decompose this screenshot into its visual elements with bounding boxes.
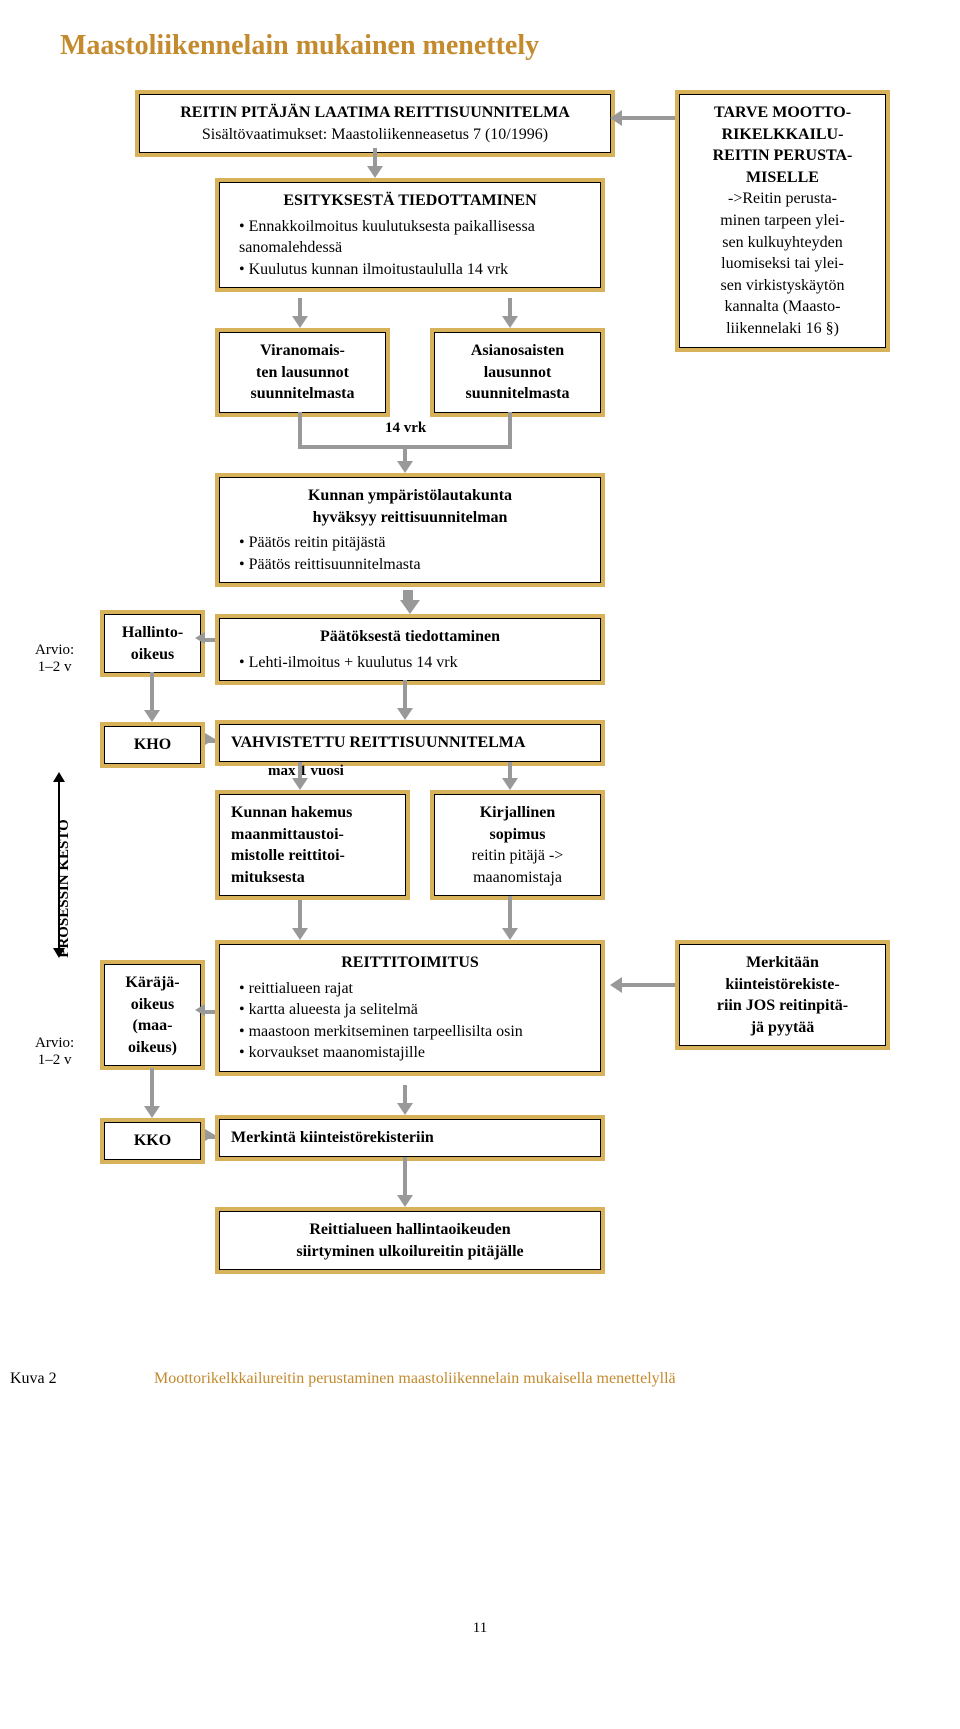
arrow-head <box>292 778 308 790</box>
arrow <box>373 148 377 168</box>
box-kunnan-ymparisto: Kunnan ympäristölautakunta hyväksyy reit… <box>215 473 605 587</box>
arrow-head <box>292 316 308 328</box>
arrow-head <box>397 708 413 720</box>
box-kunnan-hakemus: Kunnan hakemus maanmittaustoi- mistolle … <box>215 790 410 900</box>
box-kho: KHO <box>100 722 205 768</box>
arrow-head <box>205 1129 215 1141</box>
box-kko: KKO <box>100 1118 205 1164</box>
arrow <box>298 298 302 318</box>
arrow-head <box>400 600 420 614</box>
box-paatoksesta: Päätöksestä tiedottaminen Lehti-ilmoitus… <box>215 614 605 685</box>
arrow <box>150 672 154 712</box>
arrow <box>298 412 302 447</box>
black-arrow-line <box>58 780 60 950</box>
arrow-head <box>144 710 160 722</box>
box-vahvistettu: VAHVISTETTU REITTISUUNNITELMA <box>215 720 605 766</box>
box-tarve: TARVE MOOTTO- RIKELKKAILU- REITIN PERUST… <box>675 90 890 352</box>
b1-line2: Sisältövaatimukset: Maastoliikenneasetus… <box>202 126 548 143</box>
page-number: 11 <box>40 1620 920 1637</box>
b1-header: REITIN PITÄJÄN LAATIMA REITTISUUNNITELMA <box>180 104 570 121</box>
arrow <box>620 116 675 120</box>
flowchart-diagram: REITIN PITÄJÄN LAATIMA REITTISUUNNITELMA… <box>40 90 920 1620</box>
box-asianosaisten: Asianosaisten lausunnot suunnitelmasta <box>430 328 605 417</box>
arrow-head <box>502 316 518 328</box>
box-kirjallinen-sopimus: Kirjallinen sopimus reitin pitäjä -> maa… <box>430 790 605 900</box>
arrow-head <box>610 977 622 993</box>
arrow-head <box>397 461 413 473</box>
label-14vrk: 14 vrk <box>385 420 426 437</box>
arrow-head <box>367 166 383 178</box>
arrow <box>403 680 407 710</box>
arrow <box>508 412 512 447</box>
arrow-head <box>144 1106 160 1118</box>
label-arvio-2: Arvio: 1–2 v <box>35 1035 74 1069</box>
arrow-head <box>502 778 518 790</box>
arrow-head <box>195 632 205 644</box>
arrow <box>508 896 512 930</box>
arrow <box>205 1010 215 1014</box>
box-viranomaisten: Viranomais- ten lausunnot suunnitelmasta <box>215 328 390 417</box>
arrow <box>150 1068 154 1108</box>
arrow <box>620 983 675 987</box>
arrow <box>205 638 215 642</box>
arrow-head <box>292 928 308 940</box>
arrow <box>298 900 302 930</box>
arrow-head <box>397 1103 413 1115</box>
box-karajaoikeus: Käräjä- oikeus (maa- oikeus) <box>100 960 205 1070</box>
box-reittitoimitus: REITTITOIMITUS reittialueen rajat kartta… <box>215 940 605 1076</box>
arrow <box>403 1085 407 1105</box>
box-reittialueen-siirtyminen: Reittialueen hallintaoikeuden siirtymine… <box>215 1207 605 1274</box>
arrow-head <box>397 1195 413 1207</box>
page-title: Maastoliikennelain mukainen menettely <box>60 30 920 62</box>
box-esityksesta: ESITYKSESTÄ TIEDOTTAMINEN Ennakkoilmoitu… <box>215 178 605 292</box>
arrow-head <box>502 928 518 940</box>
arrow <box>508 298 512 318</box>
box-merkitaan: Merkitään kiinteistörekiste- riin JOS re… <box>675 940 890 1050</box>
arrow-head <box>610 110 622 126</box>
black-arrow-head <box>53 772 65 782</box>
caption-label: Kuva 2 <box>10 1370 150 1388</box>
black-arrow-head <box>53 948 65 958</box>
arrow <box>403 1157 407 1197</box>
arrow-head <box>205 733 215 745</box>
box-merkinta-kiinteisto: Merkintä kiinteistörekisteriin <box>215 1115 605 1161</box>
arrow-head <box>195 1004 205 1016</box>
label-arvio-1: Arvio: 1–2 v <box>35 642 74 676</box>
caption: Kuva 2 Moottorikelkkailureitin perustami… <box>10 1370 930 1388</box>
caption-text: Moottorikelkkailureitin perustaminen maa… <box>154 1370 676 1387</box>
box-hallinto-oikeus: Hallinto- oikeus <box>100 610 205 677</box>
